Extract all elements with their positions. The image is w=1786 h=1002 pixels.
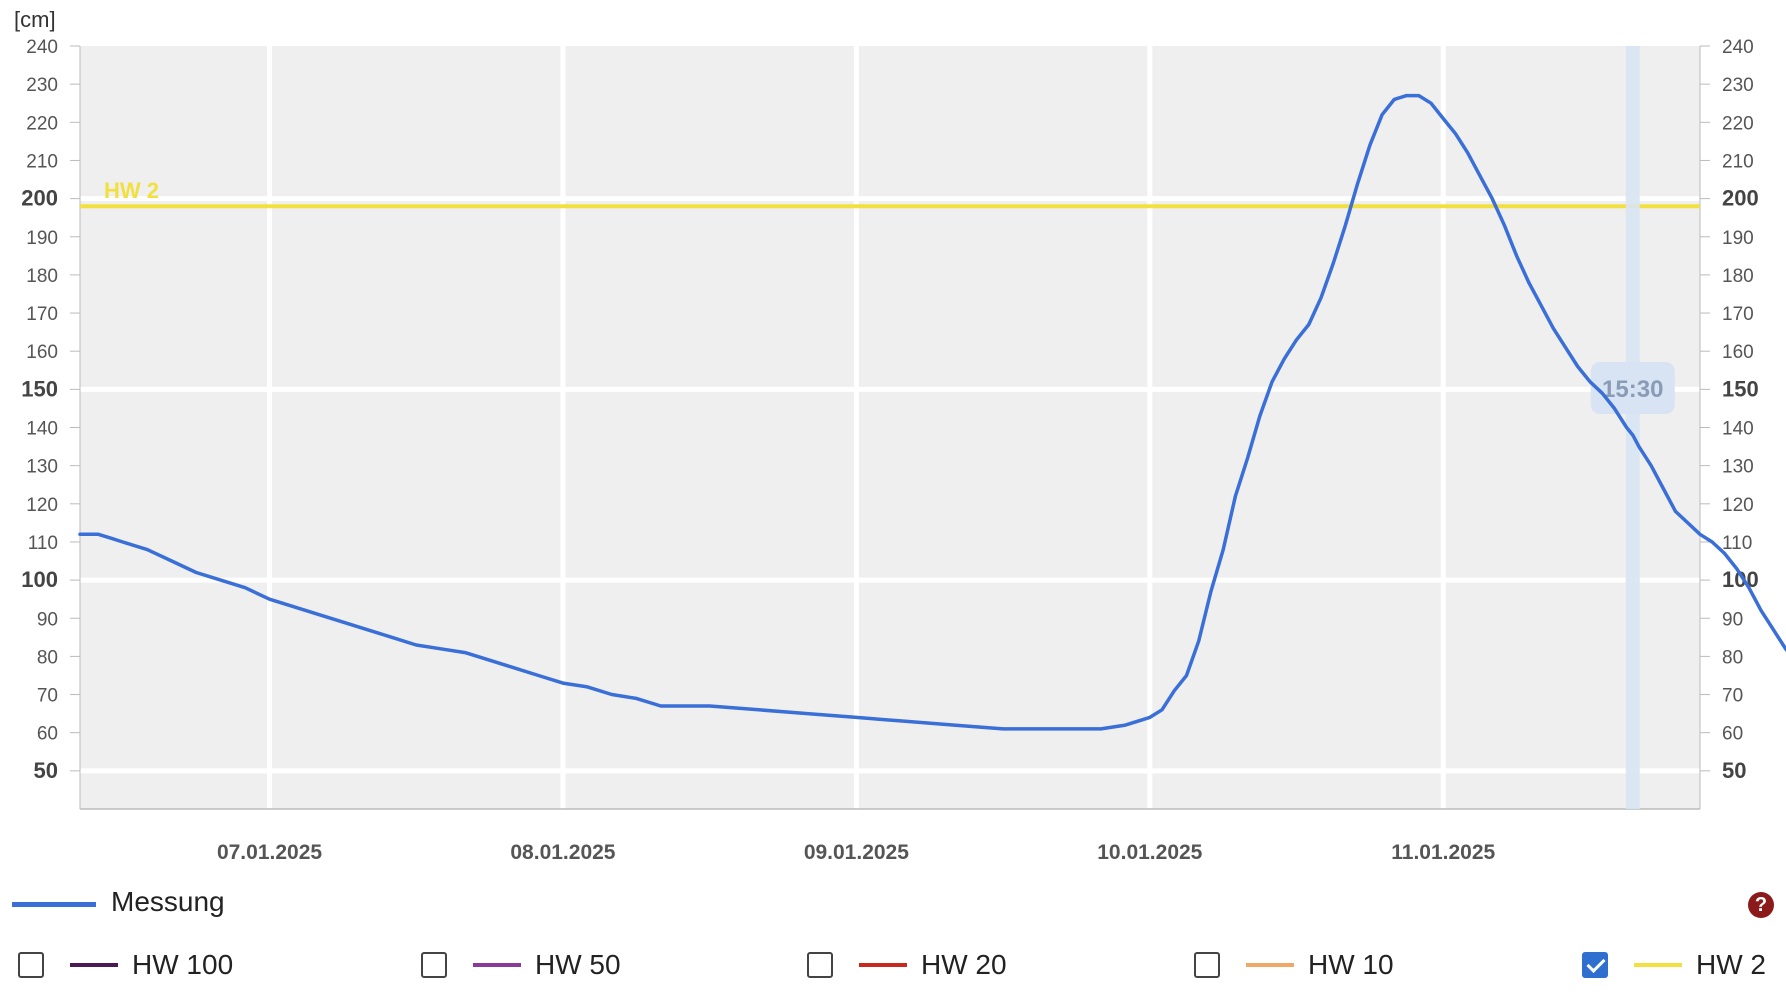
threshold-label: HW 2: [104, 178, 159, 203]
y-tick-label-right: 230: [1722, 75, 1754, 96]
legend-label-hw2: HW 2: [1696, 949, 1766, 980]
legend-item-hw100[interactable]: HW 100: [18, 940, 233, 990]
y-tick-label-left: 180: [26, 266, 58, 287]
legend-item-hw50[interactable]: HW 50: [421, 940, 621, 990]
y-tick-label-left: 110: [28, 533, 58, 554]
y-tick-label-right: 150: [1722, 376, 1759, 401]
y-tick-label-left: 170: [26, 304, 58, 325]
y-tick-label-left: 210: [26, 151, 58, 172]
y-tick-label-right: 100: [1722, 567, 1759, 592]
legend-item-hw10[interactable]: HW 10: [1194, 940, 1394, 990]
y-tick-label-left: 120: [26, 495, 58, 516]
y-tick-label-right: 240: [1722, 37, 1754, 58]
y-tick-label-right: 130: [1722, 457, 1754, 478]
y-tick-label-right: 220: [1722, 113, 1754, 134]
y-axis-unit-label: [cm]: [14, 7, 56, 32]
x-tick-label: 09.01.2025: [804, 841, 909, 864]
y-tick-label-right: 210: [1722, 151, 1754, 172]
legend-label-hw100: HW 100: [132, 949, 234, 980]
y-tick-label-left: 230: [26, 75, 58, 96]
y-tick-label-left: 200: [21, 186, 58, 211]
y-tick-label-left: 220: [26, 113, 58, 134]
swatch-hw20: [859, 963, 907, 967]
y-tick-label-right: 160: [1722, 342, 1754, 363]
y-tick-label-left: 100: [21, 567, 58, 592]
legend-label-hw20: HW 20: [921, 949, 1007, 980]
y-tick-label-right: 140: [1722, 419, 1754, 440]
y-tick-label-right: 90: [1722, 609, 1743, 630]
x-tick-label: 10.01.2025: [1097, 841, 1202, 864]
help-icon[interactable]: ?: [1748, 892, 1774, 918]
y-tick-label-left: 160: [26, 342, 58, 363]
plot-background: [80, 46, 1700, 809]
y-tick-label-right: 180: [1722, 266, 1754, 287]
y-tick-label-left: 240: [26, 37, 58, 58]
current-time-badge: [1590, 362, 1675, 414]
legend-item-hw2[interactable]: HW 2: [1582, 940, 1766, 990]
y-tick-label-right: 120: [1722, 495, 1754, 516]
y-tick-label-right: 70: [1722, 686, 1743, 707]
y-tick-label-right: 110: [1722, 533, 1752, 554]
current-time-band: [1625, 46, 1640, 809]
x-tick-label: 08.01.2025: [510, 841, 615, 864]
y-tick-label-right: 170: [1722, 304, 1754, 325]
checkbox-hw2[interactable]: [1582, 952, 1608, 978]
y-tick-label-left: 190: [26, 228, 58, 249]
y-tick-label-left: 80: [37, 647, 58, 668]
swatch-hw50: [473, 963, 521, 967]
y-tick-label-right: 190: [1722, 228, 1754, 249]
series-legend-label: Messung: [111, 886, 225, 917]
y-tick-label-left: 50: [34, 758, 58, 783]
series-legend-swatch: [12, 902, 96, 907]
x-tick-label: 07.01.2025: [217, 841, 322, 864]
y-tick-label-right: 200: [1722, 186, 1759, 211]
legend-label-hw10: HW 10: [1308, 949, 1394, 980]
water-level-chart: [cm] 07.01.2025 08.01.2025 09.01.2025 10.01…: [14, 7, 1786, 864]
swatch-hw100: [70, 963, 118, 967]
x-tick-label: 11.01.2025: [1391, 841, 1495, 864]
y-tick-label-right: 80: [1722, 647, 1743, 668]
series-line-messung: [78, 93, 1786, 731]
checkbox-hw50[interactable]: [421, 952, 447, 978]
y-tick-label-left: 90: [37, 609, 58, 630]
checkbox-hw100[interactable]: [18, 952, 44, 978]
threshold-legend: HW 100 HW 50 HW 20 HW 10 HW 2: [0, 940, 1786, 990]
y-tick-label-left: 70: [37, 686, 58, 707]
y-tick-label-right: 50: [1722, 758, 1746, 783]
swatch-hw2: [1634, 963, 1682, 967]
checkbox-hw20[interactable]: [807, 952, 833, 978]
y-tick-label-right: 60: [1722, 724, 1743, 745]
y-tick-label-left: 140: [26, 419, 58, 440]
legend-label-hw50: HW 50: [535, 949, 621, 980]
legend-item-hw20[interactable]: HW 20: [807, 940, 1007, 990]
y-tick-label-left: 130: [26, 457, 58, 478]
checkbox-hw10[interactable]: [1194, 952, 1220, 978]
swatch-hw10: [1246, 963, 1294, 967]
current-time-label: 15:30: [1602, 376, 1663, 403]
y-tick-label-left: 60: [37, 724, 58, 745]
y-tick-label-left: 150: [21, 376, 58, 401]
